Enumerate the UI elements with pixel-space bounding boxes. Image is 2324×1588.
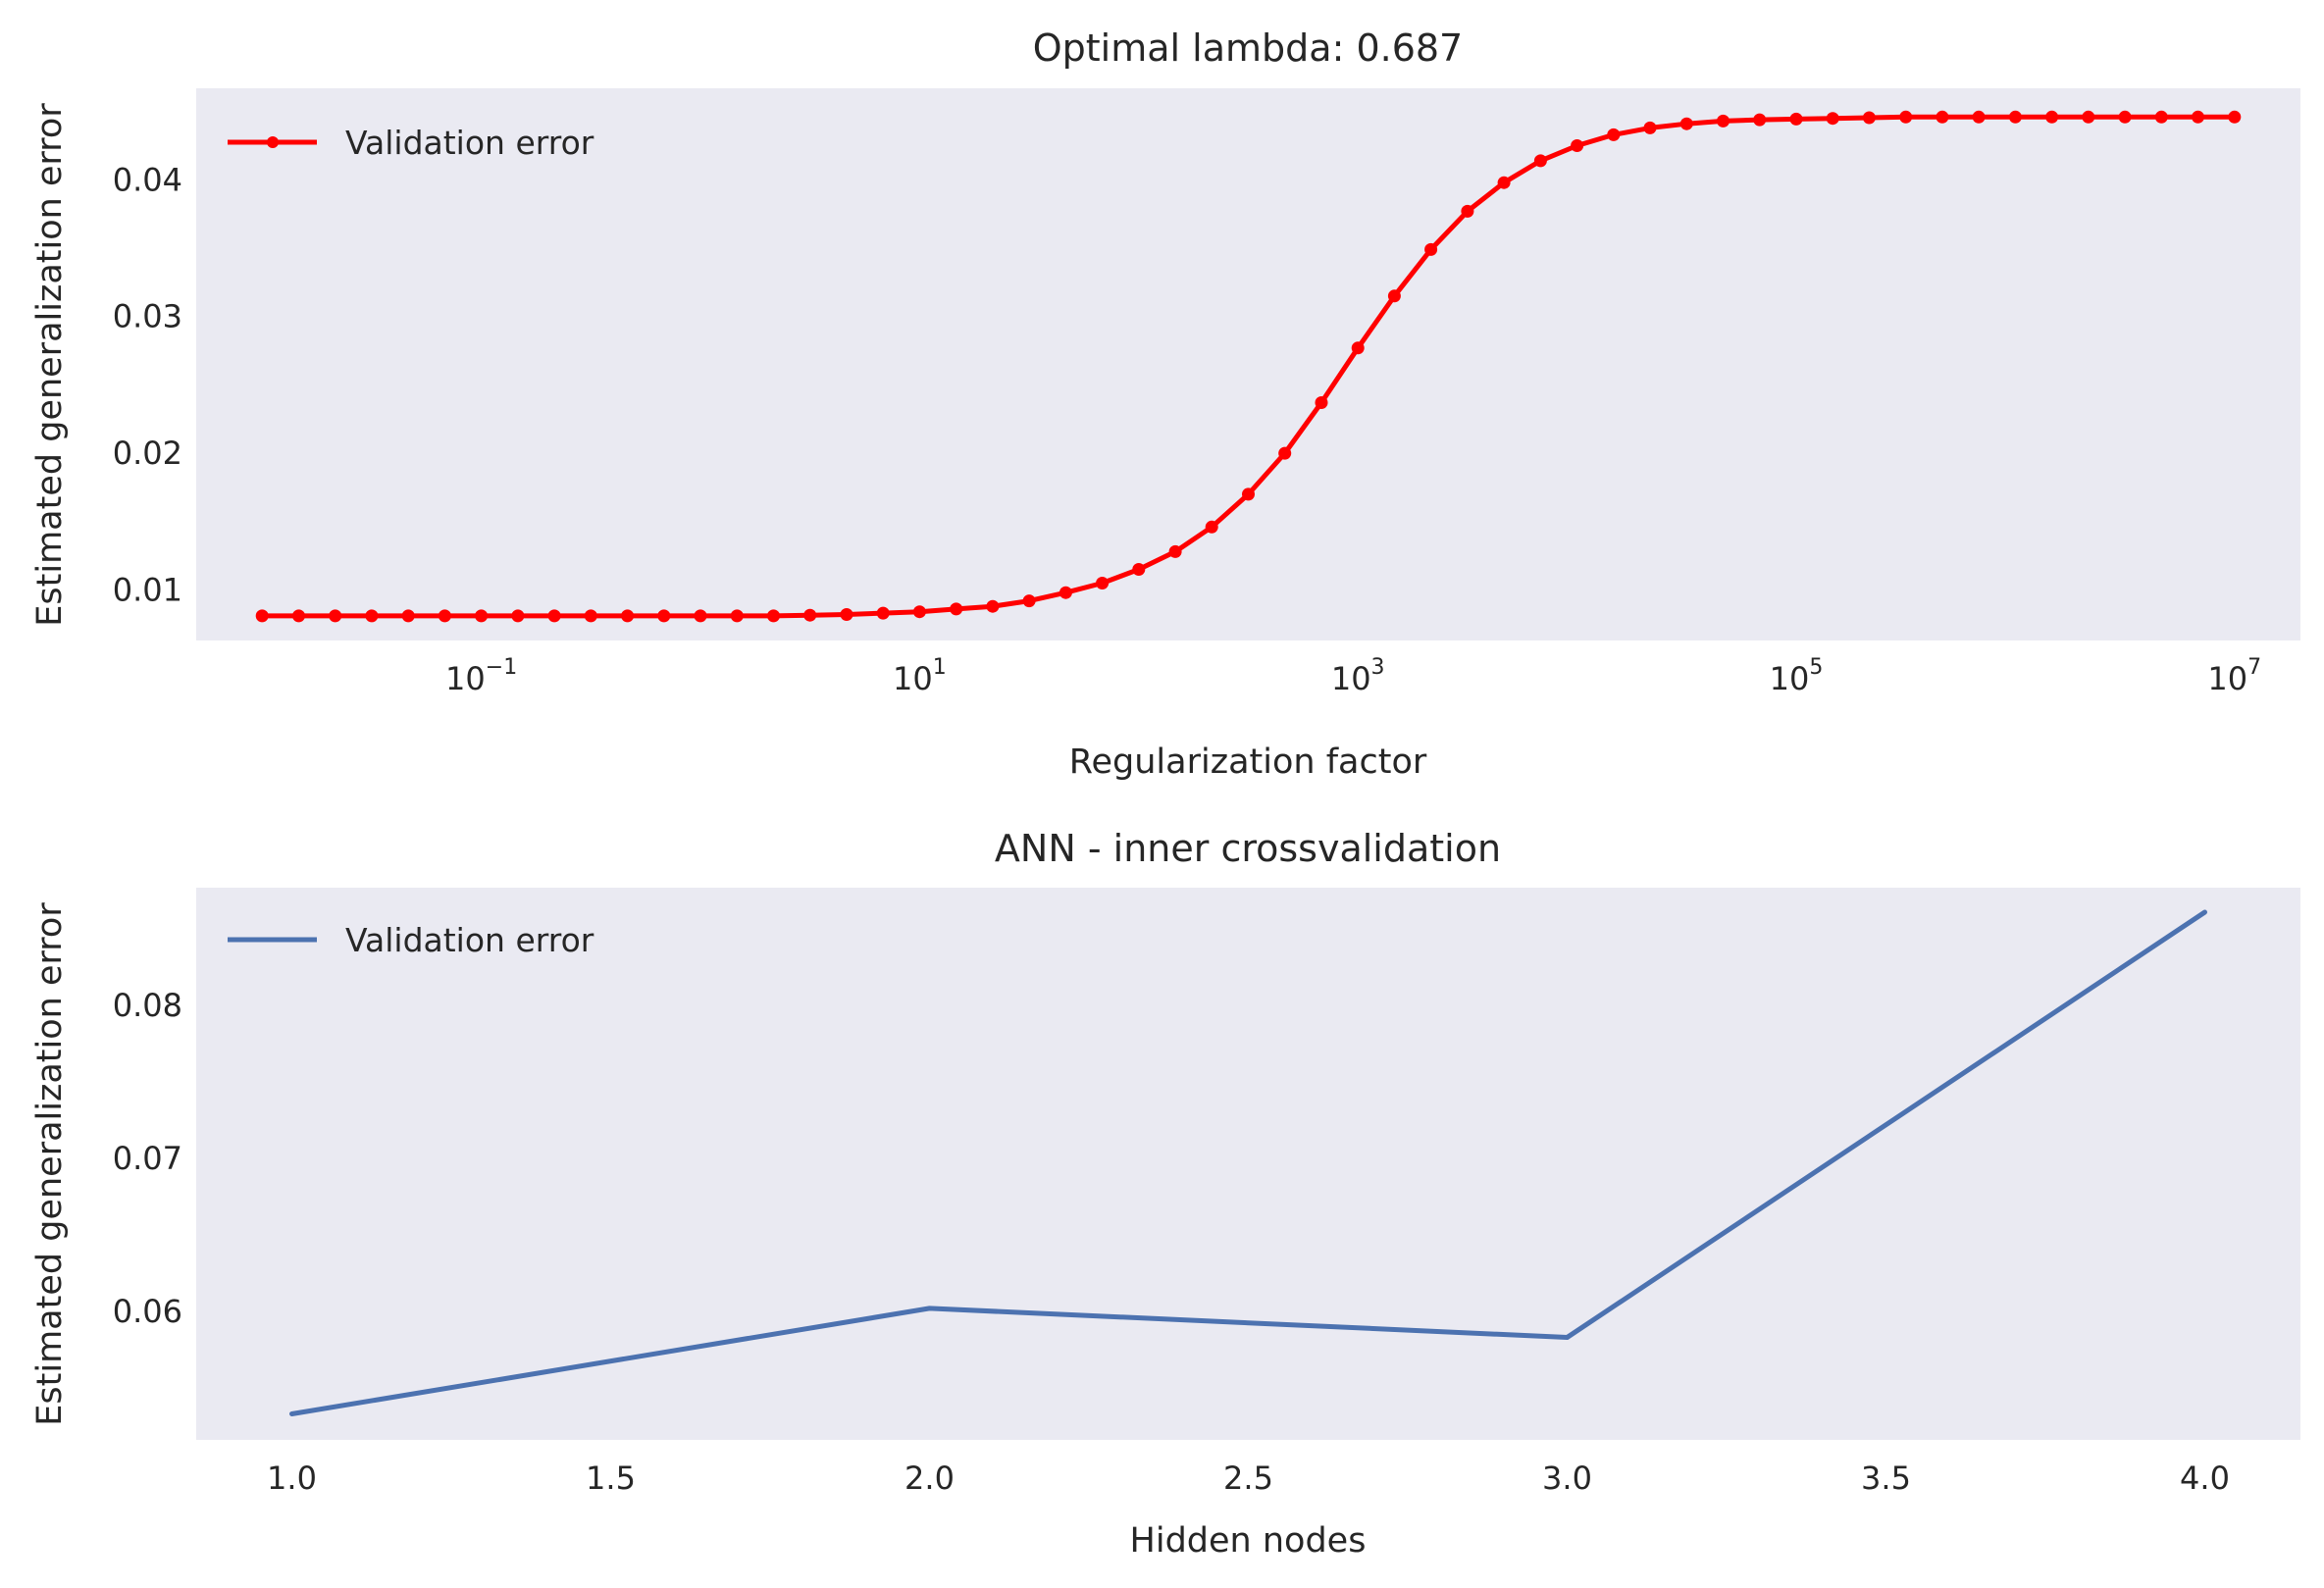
legend-label: Validation error <box>345 124 594 162</box>
data-point <box>840 608 853 621</box>
x-tick-label: 107 <box>2207 655 2261 697</box>
legend: Validation error <box>228 921 594 959</box>
data-point <box>986 599 1000 613</box>
y-tick-labels: 0.06 0.07 0.08 <box>113 987 182 1330</box>
x-tick-label: 2.0 <box>904 1460 955 1497</box>
x-tick-labels: 1.0 1.5 2.0 2.5 3.0 3.5 4.0 <box>267 1460 2230 1497</box>
y-tick-label: 0.08 <box>113 987 182 1024</box>
data-point <box>1168 544 1182 558</box>
data-point <box>2082 110 2095 124</box>
y-tick-label: 0.07 <box>113 1140 182 1177</box>
data-point <box>1533 154 1547 168</box>
data-point <box>2228 110 2242 124</box>
series-line <box>289 909 2207 1416</box>
x-tick-label: 103 <box>1331 655 1385 697</box>
data-point <box>329 609 342 623</box>
data-point <box>1278 446 1292 460</box>
x-axis-label: Hidden nodes <box>1130 1521 1367 1561</box>
y-tick-label: 0.04 <box>113 161 182 198</box>
data-point <box>1351 341 1365 355</box>
data-point <box>767 609 780 623</box>
data-point <box>2008 110 2022 124</box>
x-axis-label: Regularization factor <box>1069 743 1427 782</box>
plot-area-background <box>196 88 2300 640</box>
chart-title: ANN - inner crossvalidation <box>995 827 1501 870</box>
x-tick-label: 105 <box>1770 655 1824 697</box>
data-point <box>365 609 379 623</box>
data-point <box>803 608 817 622</box>
data-point <box>475 609 489 623</box>
y-tick-label: 0.02 <box>113 435 182 472</box>
series-group <box>255 110 2242 623</box>
data-point <box>1643 121 1657 134</box>
series-group <box>289 909 2207 1416</box>
data-point <box>1826 112 1839 126</box>
y-tick-label: 0.03 <box>113 298 182 335</box>
legend-marker <box>267 136 279 148</box>
data-point <box>1387 289 1401 303</box>
x-tick-label: 10−1 <box>445 655 517 697</box>
y-axis-label: Estimated generalization error <box>30 902 70 1426</box>
data-point <box>1242 487 1255 501</box>
data-point <box>1315 396 1328 409</box>
data-point <box>1132 563 1146 576</box>
data-point <box>1059 586 1072 599</box>
y-tick-label: 0.01 <box>113 571 182 608</box>
data-point <box>694 609 707 623</box>
data-point <box>2154 110 2168 124</box>
chart-title: Optimal lambda: 0.687 <box>1033 26 1463 70</box>
x-tick-label: 1.5 <box>586 1460 636 1497</box>
data-point <box>1862 111 1876 125</box>
legend: Validation error <box>228 124 594 162</box>
data-point <box>1972 110 1986 124</box>
data-point <box>547 609 561 623</box>
data-point <box>511 609 525 623</box>
legend-label: Validation error <box>345 921 594 959</box>
data-point <box>584 609 597 623</box>
plot-area-background <box>196 888 2300 1440</box>
x-tick-label: 2.5 <box>1223 1460 1273 1497</box>
x-tick-label: 3.0 <box>1542 1460 1592 1497</box>
data-point <box>1424 242 1438 256</box>
data-point <box>1679 117 1693 130</box>
data-point <box>438 609 451 623</box>
data-point <box>1936 110 1949 124</box>
data-point <box>657 609 671 623</box>
hidden-nodes-chart: ANN - inner crossvalidation Hidden nodes… <box>30 827 2300 1561</box>
data-point <box>1753 113 1767 127</box>
data-point <box>2045 110 2059 124</box>
data-point <box>1497 176 1511 189</box>
data-point <box>876 606 890 620</box>
data-point <box>1789 112 1803 126</box>
y-tick-labels: 0.01 0.02 0.03 0.04 <box>113 161 182 608</box>
data-point <box>255 609 269 623</box>
x-tick-label: 4.0 <box>2180 1460 2230 1497</box>
data-point <box>1899 110 1913 124</box>
regularization-chart: Optimal lambda: 0.687 Regularization fac… <box>30 26 2300 782</box>
x-tick-label: 101 <box>893 655 947 697</box>
data-point <box>730 609 744 623</box>
data-point <box>292 609 305 623</box>
data-point <box>1717 114 1730 128</box>
data-point <box>1461 204 1474 218</box>
data-point <box>1022 594 1036 608</box>
data-point <box>1607 128 1621 141</box>
data-point <box>1205 520 1218 534</box>
x-tick-labels: 10−1 101 103 105 107 <box>445 655 2261 697</box>
data-point <box>2118 110 2132 124</box>
data-point <box>912 605 926 619</box>
data-point <box>1096 577 1110 589</box>
x-tick-label: 1.0 <box>267 1460 317 1497</box>
x-tick-label: 3.5 <box>1861 1460 1911 1497</box>
data-point <box>2192 110 2204 124</box>
y-tick-label: 0.06 <box>113 1293 182 1330</box>
data-point <box>950 602 963 616</box>
data-point <box>401 609 415 623</box>
data-point <box>1571 139 1584 152</box>
data-point <box>621 609 635 623</box>
y-axis-label: Estimated generalization error <box>30 103 70 627</box>
